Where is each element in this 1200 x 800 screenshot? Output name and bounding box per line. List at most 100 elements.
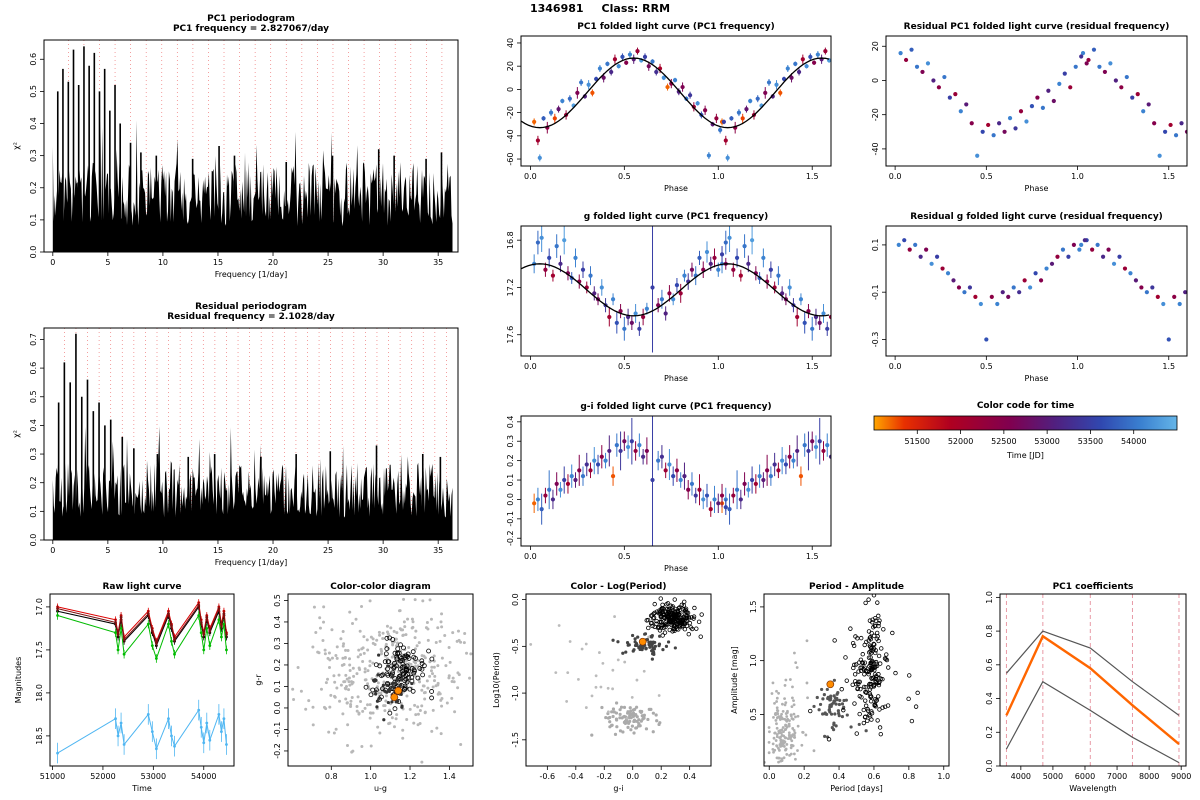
svg-text:1.2: 1.2 <box>404 772 417 781</box>
svg-text:0.0: 0.0 <box>889 172 902 181</box>
svg-text:20: 20 <box>268 258 278 267</box>
svg-text:0.8: 0.8 <box>902 772 915 781</box>
svg-text:0.2: 0.2 <box>985 726 994 739</box>
svg-text:0.6: 0.6 <box>29 362 38 375</box>
svg-text:1.0: 1.0 <box>1071 362 1084 371</box>
svg-text:Residual g folded light curve: Residual g folded light curve (residual … <box>910 212 1163 222</box>
svg-text:-0.3: -0.3 <box>871 332 880 348</box>
svg-text:0.5: 0.5 <box>980 362 993 371</box>
svg-text:0.2: 0.2 <box>273 659 282 672</box>
svg-text:Time [JD]: Time [JD] <box>1006 451 1044 460</box>
svg-text:Phase: Phase <box>664 374 688 383</box>
svg-text:1.5: 1.5 <box>1162 172 1175 181</box>
svg-text:0.0: 0.0 <box>29 534 38 547</box>
svg-text:Period - Amplitude: Period - Amplitude <box>809 582 904 592</box>
colorbar-time: Color code for time 51500 52000 52500 53000 5… <box>856 398 1195 486</box>
chart-color-logperiod: -0.6 -0.4 -0.2 0.0 0.2 0.4 0.0 -0.5 -1.0 -1.5 g-i L… <box>488 578 716 800</box>
chart-color-color: 0.8 1.0 1.2 1.4 -0.2 -0.1 0.0 0.1 0.2 0.3 0.4 0.5 u-… <box>250 578 478 800</box>
svg-text:0.4: 0.4 <box>683 772 696 781</box>
svg-text:0.6: 0.6 <box>868 772 881 781</box>
svg-text:0.5: 0.5 <box>29 390 38 403</box>
svg-text:20: 20 <box>506 61 515 71</box>
svg-text:0.0: 0.0 <box>29 246 38 259</box>
svg-text:0.0: 0.0 <box>273 702 282 715</box>
svg-text:52000: 52000 <box>90 772 115 781</box>
svg-text:Phase: Phase <box>1025 184 1049 193</box>
svg-text:-0.2: -0.2 <box>273 743 282 759</box>
chart-period-amplitude: 0.0 0.2 0.4 0.6 0.8 1.0 0.5 1.0 1.5 Period [days]… <box>726 578 954 800</box>
svg-text:1.0: 1.0 <box>364 772 377 781</box>
svg-text:6000: 6000 <box>1075 772 1095 781</box>
svg-text:8000: 8000 <box>1139 772 1159 781</box>
svg-text:PC1 folded light curve (PC1 fr: PC1 folded light curve (PC1 frequency) <box>577 22 775 32</box>
svg-text:Phase: Phase <box>664 564 688 573</box>
svg-text:-0.1: -0.1 <box>871 284 880 300</box>
svg-text:16.8: 16.8 <box>506 231 515 249</box>
svg-text:g-i: g-i <box>613 784 623 793</box>
svg-text:Magnitudes: Magnitudes <box>14 657 23 704</box>
svg-text:0.4: 0.4 <box>833 772 846 781</box>
chart-residual-pc1-folded: 0.0 0.5 1.0 1.5 -40 -20 0 20 Phase Residual PC1 f… <box>852 18 1195 198</box>
svg-text:1.5: 1.5 <box>749 601 758 614</box>
chart-raw-light-curve: 51000 52000 53000 54000 17.0 17.5 18.0 18.5 Time… <box>10 578 240 800</box>
svg-text:g-r: g-r <box>254 674 263 686</box>
svg-text:4000: 4000 <box>1011 772 1031 781</box>
svg-text:20: 20 <box>268 546 278 555</box>
svg-text:18.0: 18.0 <box>35 684 44 702</box>
svg-text:-1.5: -1.5 <box>511 732 520 748</box>
svg-text:9000: 9000 <box>1171 772 1191 781</box>
svg-text:Raw light curve: Raw light curve <box>102 582 181 592</box>
svg-text:0.2: 0.2 <box>29 476 38 489</box>
svg-text:1.0: 1.0 <box>1071 172 1084 181</box>
svg-text:0.1: 0.1 <box>29 505 38 518</box>
svg-text:20: 20 <box>871 41 880 51</box>
svg-text:0.3: 0.3 <box>273 637 282 650</box>
svg-text:0.5: 0.5 <box>618 362 631 371</box>
svg-text:0.4: 0.4 <box>273 616 282 629</box>
svg-text:-20: -20 <box>506 106 515 119</box>
svg-text:1.0: 1.0 <box>712 172 725 181</box>
svg-text:-0.1: -0.1 <box>506 511 515 527</box>
svg-text:17.0: 17.0 <box>35 598 44 616</box>
chart-pc1-folded: 0.0 0.5 1.0 1.5 -60 -40 -20 0 20 40 Phase PC1 folde… <box>487 18 839 198</box>
svg-text:χ²: χ² <box>12 142 21 150</box>
svg-text:Frequency [1/day]: Frequency [1/day] <box>215 270 288 279</box>
svg-text:35: 35 <box>433 546 443 555</box>
svg-text:Phase: Phase <box>1025 374 1049 383</box>
svg-text:5: 5 <box>105 546 110 555</box>
svg-text:17.2: 17.2 <box>506 279 515 297</box>
svg-text:Log10(Period): Log10(Period) <box>492 652 501 708</box>
svg-text:0.4: 0.4 <box>29 117 38 130</box>
svg-text:0.4: 0.4 <box>29 419 38 432</box>
svg-text:-0.4: -0.4 <box>568 772 584 781</box>
svg-text:Period [days]: Period [days] <box>830 784 883 793</box>
svg-text:0: 0 <box>50 546 55 555</box>
svg-text:51500: 51500 <box>905 437 930 446</box>
svg-text:-40: -40 <box>871 142 880 155</box>
svg-text:1.0: 1.0 <box>985 591 994 604</box>
svg-text:0.2: 0.2 <box>29 181 38 194</box>
svg-text:Amplitude [mag]: Amplitude [mag] <box>730 646 739 714</box>
svg-text:35: 35 <box>433 258 443 267</box>
svg-text:χ²: χ² <box>12 430 21 438</box>
svg-text:0.8: 0.8 <box>985 625 994 638</box>
svg-text:10: 10 <box>158 546 168 555</box>
svg-text:1.5: 1.5 <box>1162 362 1175 371</box>
svg-text:Wavelength: Wavelength <box>1069 784 1116 793</box>
svg-text:0.1: 0.1 <box>273 680 282 693</box>
svg-text:0.0: 0.0 <box>506 493 515 506</box>
svg-text:0.5: 0.5 <box>618 172 631 181</box>
svg-text:18.5: 18.5 <box>35 727 44 745</box>
svg-text:10: 10 <box>158 258 168 267</box>
svg-text:5000: 5000 <box>1043 772 1063 781</box>
svg-text:0.2: 0.2 <box>506 454 515 467</box>
svg-text:0.5: 0.5 <box>618 552 631 561</box>
chart-residual-g-folded: 0.0 0.5 1.0 1.5 -0.3 -0.1 0.1 Phase Residual g f… <box>852 208 1195 388</box>
svg-text:52500: 52500 <box>991 437 1016 446</box>
svg-text:0.1: 0.1 <box>29 214 38 227</box>
svg-text:0.5: 0.5 <box>749 708 758 721</box>
svg-text:30: 30 <box>378 546 388 555</box>
svg-text:0.0: 0.0 <box>889 362 902 371</box>
svg-text:1.0: 1.0 <box>749 654 758 667</box>
